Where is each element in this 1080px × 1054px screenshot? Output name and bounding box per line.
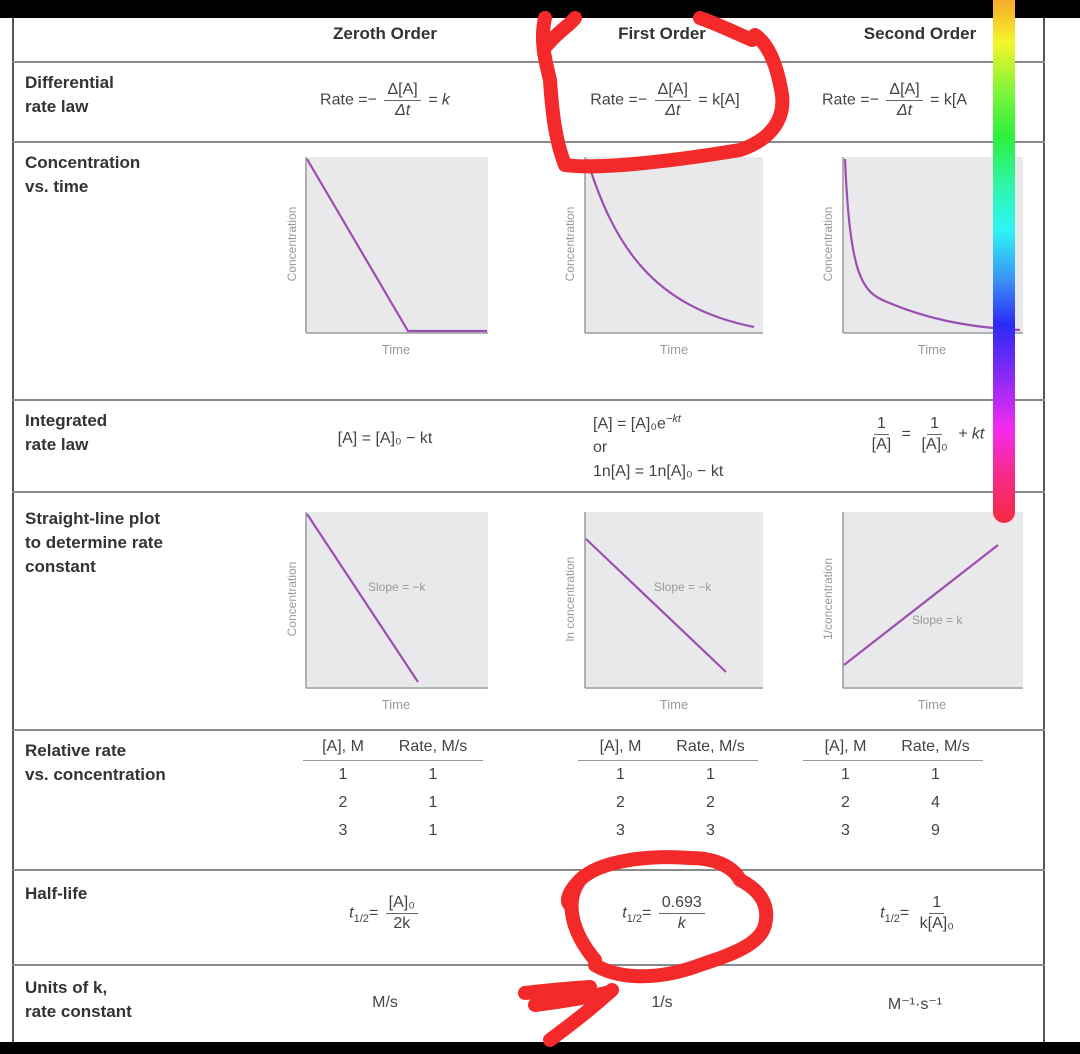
graph-plot xyxy=(305,157,488,334)
color-picker-slider[interactable] xyxy=(993,0,1015,523)
fraction: Δ[A] Δt xyxy=(886,80,923,121)
row-label-relative-rate: Relative rate vs. concentration xyxy=(25,741,166,784)
row-label-conc-time: Concentration vs. time xyxy=(25,153,141,196)
row-divider xyxy=(12,399,1045,401)
units-second: M⁻¹·s⁻¹ xyxy=(887,996,943,1013)
row-divider xyxy=(12,729,1045,731)
integrated-second: 1 [A] = 1 [A]₀ + kt xyxy=(850,414,1000,455)
integrated-zeroth: [A] = [A]₀ − kt xyxy=(337,430,433,447)
units-zeroth: M/s xyxy=(372,994,398,1011)
x-axis-label: Time xyxy=(659,697,689,712)
bottom-black-bar xyxy=(0,1042,1080,1054)
row-label-units: Units of k, rate constant xyxy=(25,978,132,1021)
fraction: 1 [A]₀ xyxy=(921,415,948,453)
fraction: 1 k[A]₀ xyxy=(919,894,954,932)
row-divider xyxy=(12,964,1045,966)
differential-first: Rate =− Δ[A] Δt = k[A] xyxy=(590,80,740,121)
y-axis-label: Concentration xyxy=(563,206,577,282)
slope-label: Slope = k xyxy=(912,613,963,627)
slope-label: Slope = −k xyxy=(368,580,426,594)
fraction: Δ[A] Δt xyxy=(654,80,691,121)
y-axis-label: 1/concentration xyxy=(821,557,835,641)
fraction: 1 [A] xyxy=(871,415,892,453)
graph-second-straight-line xyxy=(842,512,1024,690)
y-axis-label: Concentration xyxy=(285,561,299,637)
graph-plot xyxy=(842,512,1023,689)
graph-first-straight-line xyxy=(584,512,764,690)
half-life-zeroth: t1/2= [A]₀ 2k xyxy=(315,893,455,934)
row-label-integrated: Integrated rate law xyxy=(25,411,108,454)
units-first: 1/s xyxy=(651,994,673,1011)
x-axis-label: Time xyxy=(659,342,689,357)
column-header-zeroth: Zeroth Order xyxy=(333,24,437,43)
kinetics-table-frame xyxy=(12,18,1045,1042)
x-axis-label: Time xyxy=(917,697,947,712)
row-divider xyxy=(12,869,1045,871)
slope-label: Slope = −k xyxy=(654,580,712,594)
graph-first-conc-time xyxy=(584,157,764,335)
row-divider xyxy=(12,61,1045,63)
graph-zeroth-conc-time xyxy=(305,157,489,335)
integrated-first: [A] = [A]₀e−kt or 1n[A] = 1n[A]₀ − kt xyxy=(593,413,724,481)
column-header-first: First Order xyxy=(618,24,706,43)
row-divider xyxy=(12,491,1045,493)
top-black-bar xyxy=(0,0,1080,18)
half-life-first: t1/2= 0.693 k xyxy=(595,893,735,934)
row-divider xyxy=(12,141,1045,143)
fraction: 0.693 k xyxy=(658,893,705,934)
differential-zeroth: Rate =− Δ[A] Δt = k xyxy=(320,80,450,121)
x-axis-label: Time xyxy=(381,697,411,712)
row-label-differential: Differential rate law xyxy=(25,73,114,116)
fraction: [A]₀ 2k xyxy=(385,893,418,934)
row-label-straight-line: Straight-line plot to determine rate con… xyxy=(25,509,163,576)
fraction: Δ[A] Δt xyxy=(384,80,421,121)
column-header-second: Second Order xyxy=(863,24,977,43)
x-axis-label: Time xyxy=(917,342,947,357)
half-life-second: t1/2= 1 k[A]₀ xyxy=(850,893,990,934)
graph-plot xyxy=(305,512,488,689)
differential-second: Rate =− Δ[A] Δt = k[A xyxy=(822,80,967,121)
y-axis-label: ln concentration xyxy=(563,556,577,642)
graph-zeroth-straight-line xyxy=(305,512,489,690)
row-label-half-life: Half-life xyxy=(25,884,88,903)
graph-plot xyxy=(584,512,763,689)
y-axis-label: Concentration xyxy=(821,206,835,282)
graph-plot xyxy=(584,157,763,334)
x-axis-label: Time xyxy=(381,342,411,357)
y-axis-label: Concentration xyxy=(285,206,299,282)
